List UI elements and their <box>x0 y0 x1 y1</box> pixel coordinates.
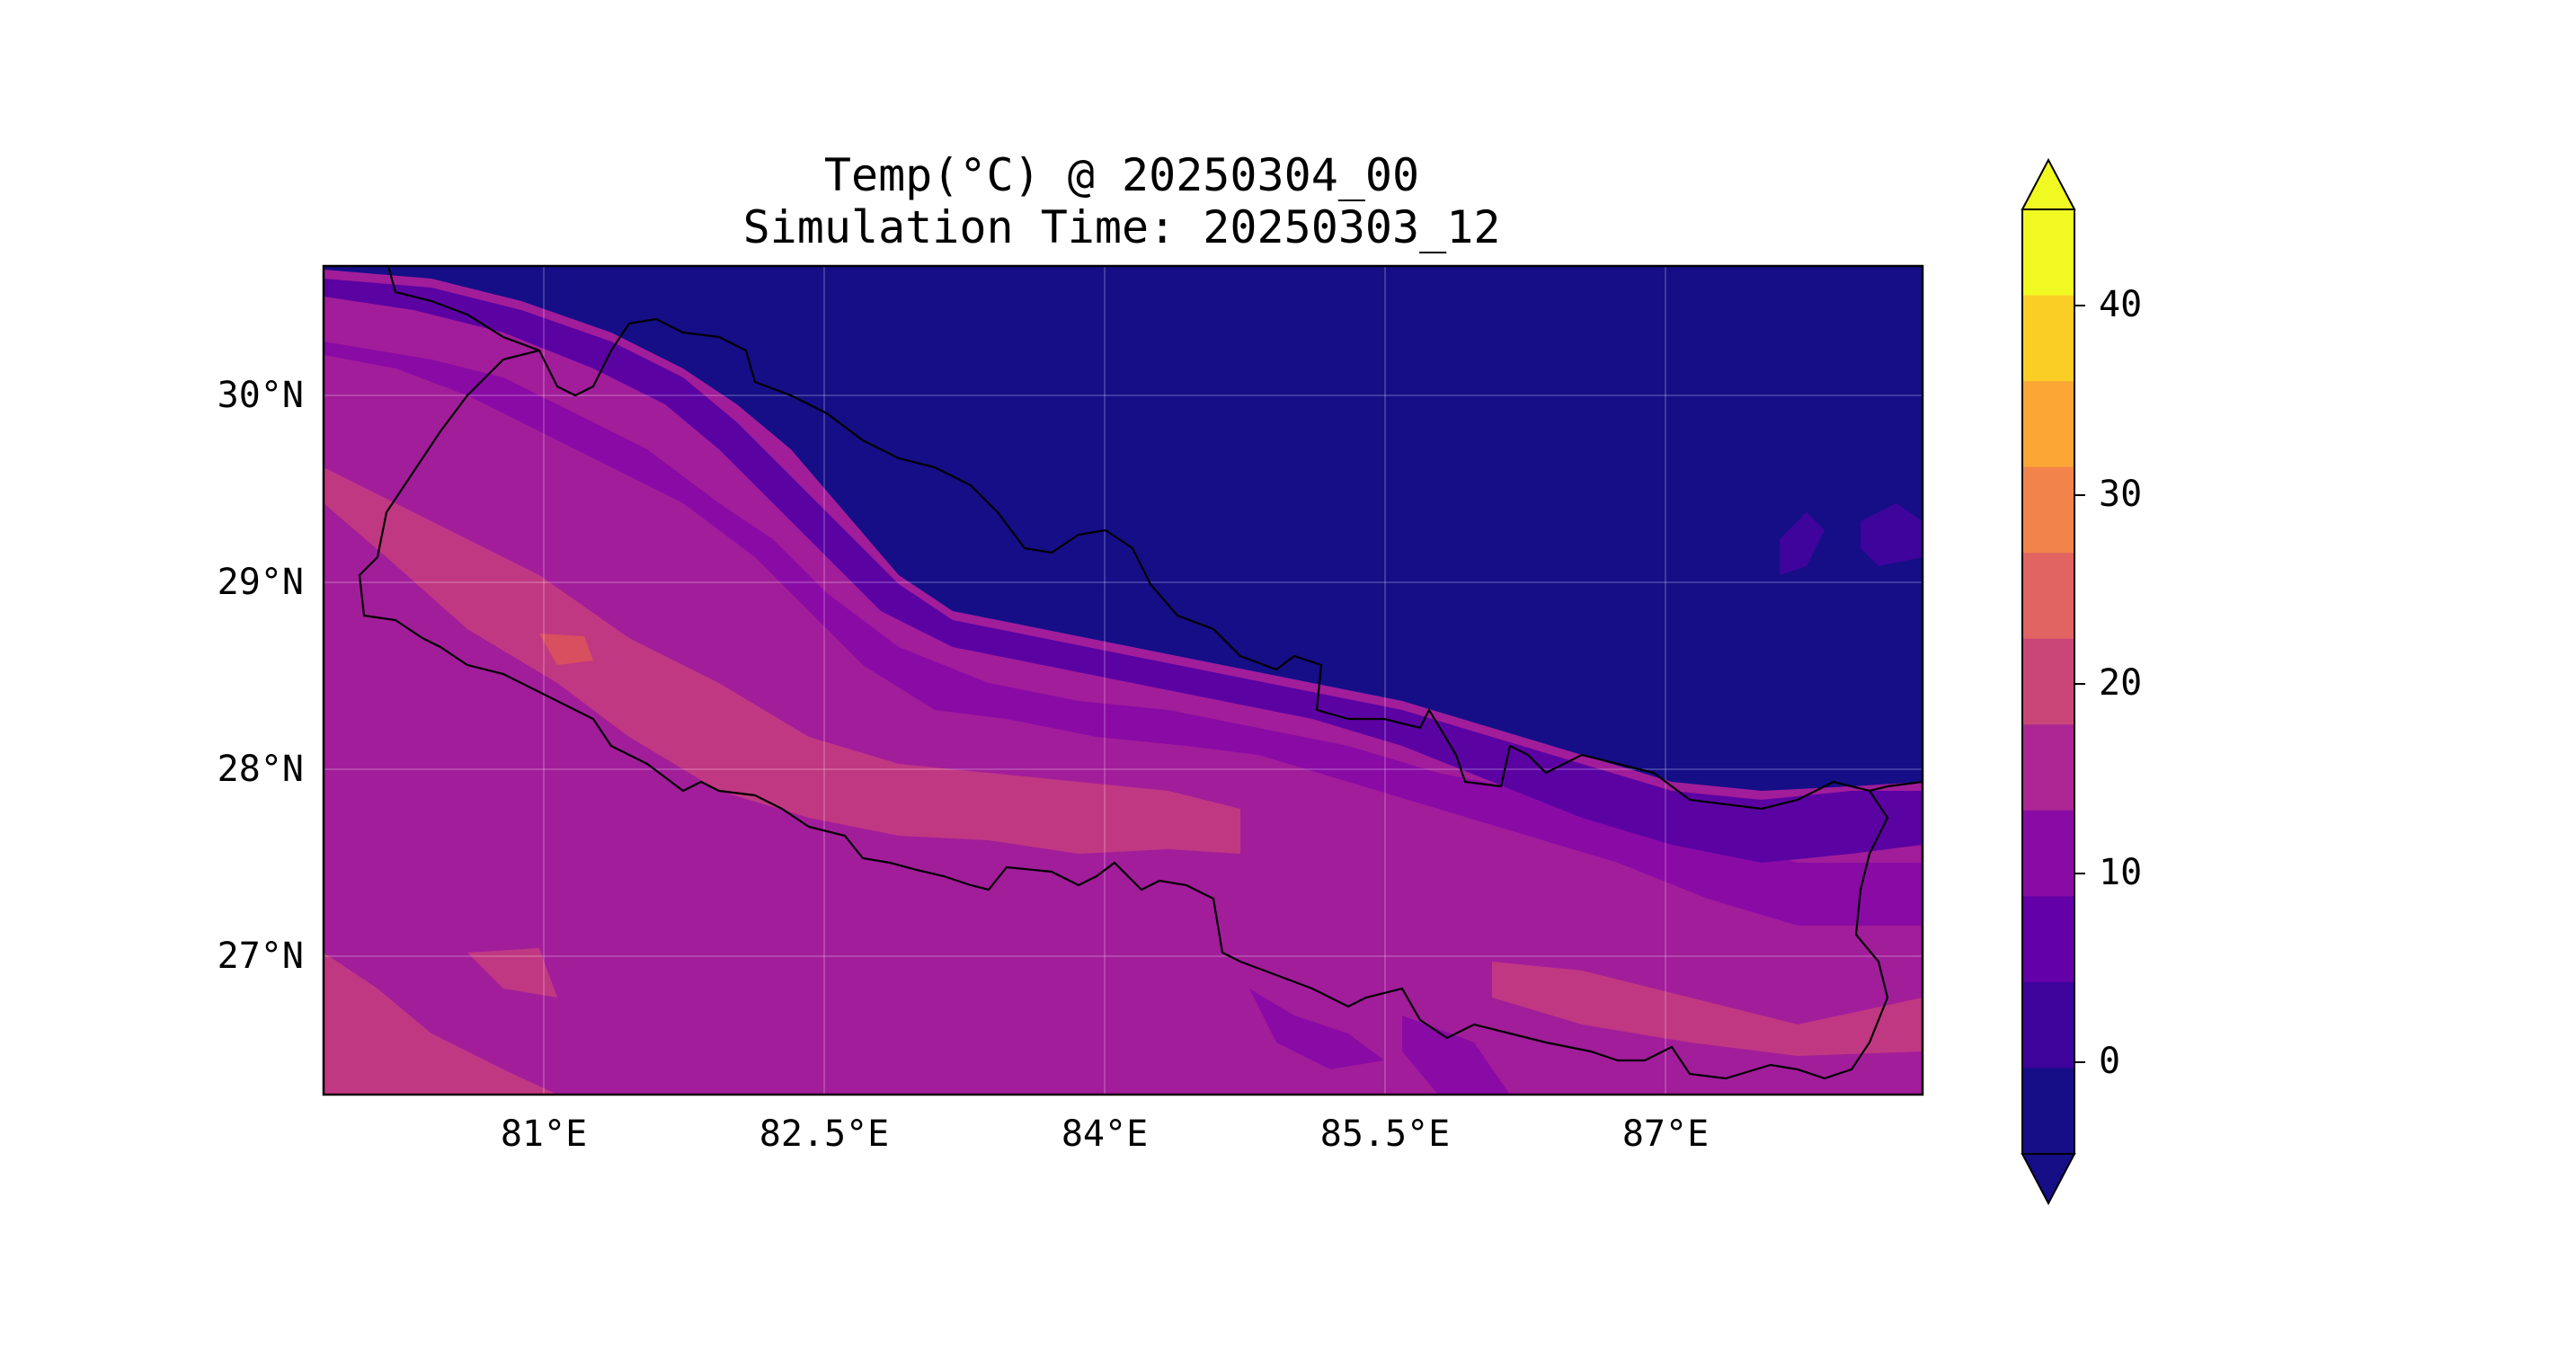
country-border <box>358 266 1923 1080</box>
colorbar <box>2021 157 2085 1206</box>
temp-band-5-10-se <box>1249 989 1510 1095</box>
x-tick-label: 87°E <box>1622 1113 1709 1155</box>
colorbar-bin <box>2022 381 2074 468</box>
colorbar-extend-min <box>2021 1153 2076 1206</box>
y-tick-label: 30°N <box>218 375 304 416</box>
map-title-line1: Temp(°C) @ 20250304_00 <box>824 149 1419 201</box>
map-gridlines <box>324 266 1923 1095</box>
x-tick-label: 84°E <box>1061 1113 1148 1155</box>
colorbar-bin <box>2022 981 2074 1069</box>
colorbar-tick-label: 10 <box>2099 852 2142 893</box>
colorbar-bin <box>2022 638 2074 725</box>
temp-band-5-10 <box>324 341 1923 926</box>
x-tick-label: 85.5°E <box>1320 1113 1451 1155</box>
temp-band-15-20-south <box>324 948 1923 1095</box>
colorbar-frame <box>2021 208 2075 1155</box>
colorbar-bin <box>2022 466 2074 554</box>
x-tick-label: 82.5°E <box>759 1113 890 1155</box>
colorbar-bin <box>2022 1068 2074 1155</box>
y-tick-label: 28°N <box>218 749 304 790</box>
temp-band-0-5 <box>324 279 1923 863</box>
temp-band-below-0 <box>324 266 1923 791</box>
map-frame <box>322 264 1924 1096</box>
colorbar-tick-label: 20 <box>2099 662 2142 704</box>
colorbar-bin <box>2022 553 2074 640</box>
y-tick-label: 29°N <box>218 562 304 603</box>
temperature-map <box>324 266 1923 1095</box>
colorbar-extend-max <box>2021 157 2076 210</box>
map-title-line2: Simulation Time: 20250303_12 <box>743 201 1501 253</box>
colorbar-tick-label: 30 <box>2099 474 2142 515</box>
temp-band-15-20 <box>324 467 1240 854</box>
x-tick-label: 81°E <box>501 1113 587 1155</box>
colorbar-bin <box>2022 724 2074 811</box>
temp-band-0-5-ne <box>1780 503 1923 575</box>
colorbar-tick-label: 40 <box>2099 284 2142 325</box>
colorbar-bin <box>2022 896 2074 983</box>
y-tick-label: 27°N <box>218 936 304 977</box>
temp-band-20-25 <box>539 634 593 665</box>
colorbar-bin <box>2022 209 2074 297</box>
colorbar-tick-label: 0 <box>2099 1041 2120 1082</box>
colorbar-bin <box>2022 810 2074 897</box>
colorbar-bin <box>2022 295 2074 382</box>
